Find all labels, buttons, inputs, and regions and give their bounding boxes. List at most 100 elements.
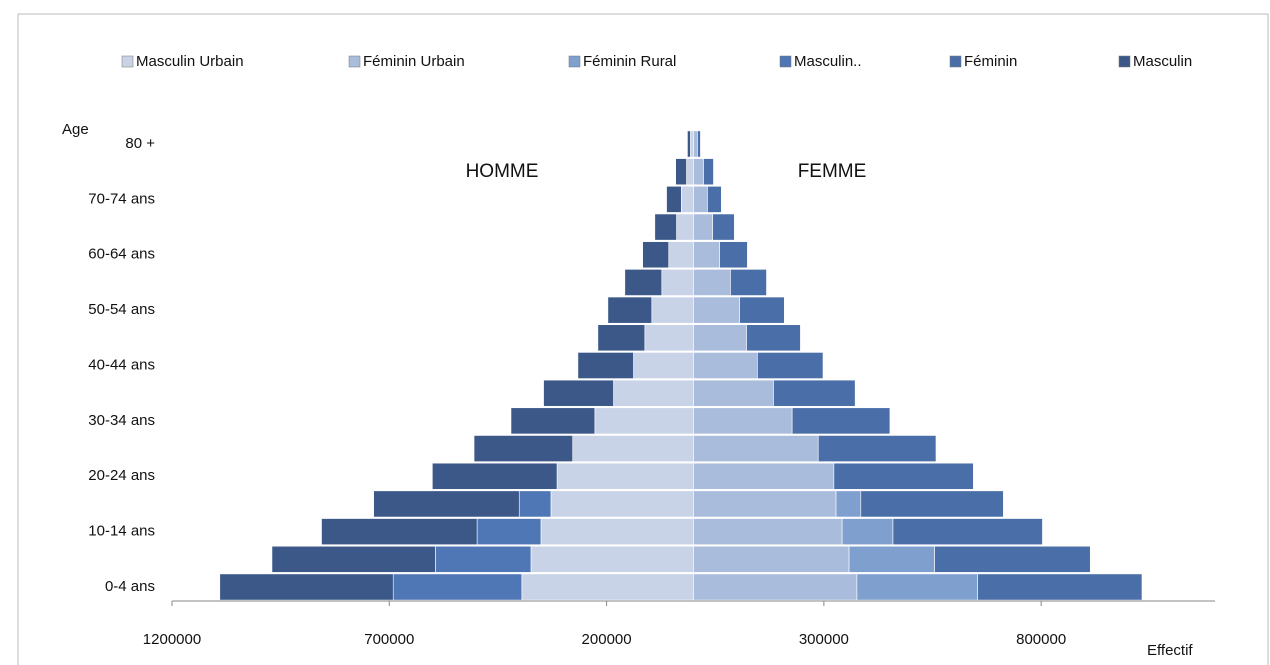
y-tick-label: 80 + <box>125 135 155 152</box>
bar <box>693 185 708 213</box>
bar <box>543 379 614 407</box>
bar <box>686 158 694 186</box>
annotation: HOMME <box>466 161 539 182</box>
y-tick-label: 30-34 ans <box>88 412 155 429</box>
bar <box>607 296 653 324</box>
legend-swatch <box>348 55 361 68</box>
bar <box>476 518 542 546</box>
bar <box>693 518 843 546</box>
bar <box>835 490 862 518</box>
bar <box>392 573 523 601</box>
bar <box>518 490 552 518</box>
bar <box>746 324 801 352</box>
bar <box>693 435 819 462</box>
bar <box>613 379 694 407</box>
legend-swatch <box>121 55 134 68</box>
bar <box>693 490 837 518</box>
bar <box>841 518 894 546</box>
bar <box>435 545 532 573</box>
bar <box>693 241 720 269</box>
y-tick-label: 40-44 ans <box>88 356 155 373</box>
bar <box>690 130 694 158</box>
bar <box>644 324 694 352</box>
bar <box>693 269 731 296</box>
bar <box>892 518 1043 546</box>
bar <box>668 241 694 269</box>
bar <box>556 462 694 490</box>
bar <box>977 573 1143 601</box>
legend-label: Féminin <box>964 53 1017 70</box>
bar <box>577 352 634 379</box>
legend-label: Masculin.. <box>794 53 862 70</box>
bar <box>707 185 722 213</box>
bar <box>856 573 979 601</box>
bar <box>791 407 891 435</box>
bar <box>550 490 694 518</box>
bar <box>934 545 1091 573</box>
bar <box>675 158 687 186</box>
bar <box>676 213 694 241</box>
legend-swatch <box>779 55 792 68</box>
bar <box>594 407 694 435</box>
bar <box>693 407 793 435</box>
bar <box>373 490 520 518</box>
bar <box>521 573 694 601</box>
x-tick-label: 1200000 <box>143 631 201 648</box>
bar <box>432 462 558 490</box>
legend-swatch <box>568 55 581 68</box>
bar <box>661 269 694 296</box>
bar <box>624 269 663 296</box>
bar <box>693 379 774 407</box>
x-tick-label: 200000 <box>582 631 632 648</box>
bar <box>642 241 670 269</box>
legend-label: Féminin Rural <box>583 53 676 70</box>
bar <box>697 130 701 158</box>
y-axis-label: Age <box>62 121 89 138</box>
bar <box>540 518 694 546</box>
bar <box>693 130 698 158</box>
bar <box>693 545 850 573</box>
bar <box>693 296 740 324</box>
bar <box>597 324 646 352</box>
y-tick-label: 60-64 ans <box>88 246 155 263</box>
bar <box>693 213 713 241</box>
bar <box>510 407 596 435</box>
bar <box>681 185 694 213</box>
bar <box>719 241 748 269</box>
bar <box>473 435 573 462</box>
bar <box>860 490 1004 518</box>
bar <box>712 213 735 241</box>
bar <box>321 518 478 546</box>
x-tick-label: 700000 <box>364 631 414 648</box>
bar <box>693 352 758 379</box>
bar <box>271 545 436 573</box>
bar <box>633 352 694 379</box>
bar <box>687 130 691 158</box>
legend-label: Masculin <box>1133 53 1192 70</box>
bar <box>817 435 937 462</box>
y-tick-label: 10-14 ans <box>88 523 155 540</box>
bar <box>572 435 694 462</box>
legend-swatch <box>1118 55 1131 68</box>
bar <box>693 573 858 601</box>
x-tick-label: 300000 <box>799 631 849 648</box>
bar <box>757 352 824 379</box>
bar <box>693 462 835 490</box>
legend-label: Féminin Urbain <box>363 53 465 70</box>
y-tick-label: 50-54 ans <box>88 301 155 318</box>
x-axis-label: Effectif <box>1147 642 1193 659</box>
chart-frame <box>17 13 1269 665</box>
bar <box>833 462 974 490</box>
bar <box>730 269 767 296</box>
bar <box>219 573 394 601</box>
annotation: FEMME <box>798 161 867 182</box>
legend-swatch <box>949 55 962 68</box>
bar <box>654 213 677 241</box>
bar <box>666 185 682 213</box>
y-tick-label: 20-24 ans <box>88 467 155 484</box>
bar <box>693 324 747 352</box>
bar <box>773 379 856 407</box>
x-tick-label: 800000 <box>1016 631 1066 648</box>
bar <box>693 158 704 186</box>
